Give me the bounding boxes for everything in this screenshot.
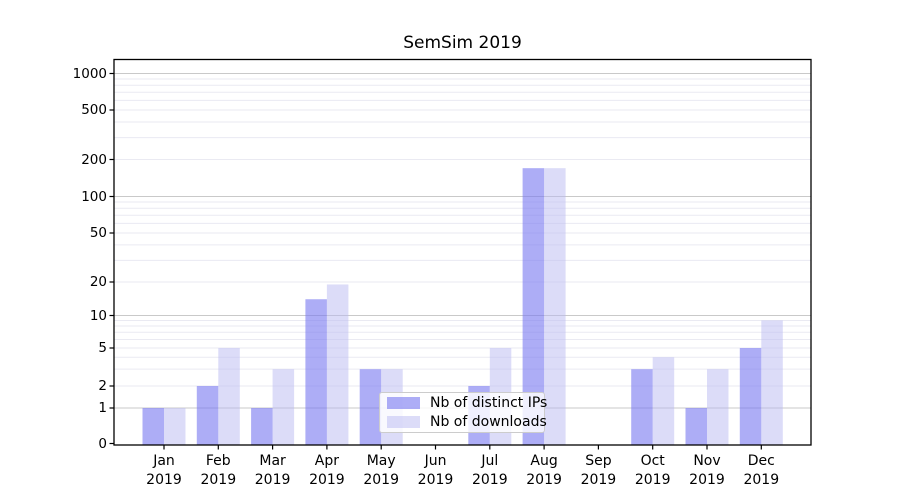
bar-nb-of-distinct-ips-aug-2019 bbox=[522, 168, 545, 445]
bar-nb-of-downloads-jan-2019 bbox=[164, 408, 186, 445]
y-tick-label-200: 200 bbox=[81, 151, 107, 168]
x-tick-label-sep-2019: Sep 2019 bbox=[580, 453, 617, 488]
bar-nb-of-downloads-nov-2019 bbox=[707, 369, 729, 445]
y-tick-label-0: 0 bbox=[98, 435, 107, 452]
x-tick-label-mar-2019: Mar 2019 bbox=[254, 453, 291, 488]
bar-nb-of-downloads-aug-2019 bbox=[544, 168, 566, 445]
legend-label-downloads: Nb of downloads bbox=[430, 413, 547, 430]
x-tick-label-jan-2019: Jan 2019 bbox=[146, 453, 182, 488]
bar-nb-of-distinct-ips-may-2019 bbox=[359, 369, 382, 445]
legend-item-downloads: Nb of downloads bbox=[387, 414, 547, 430]
x-tick-label-may-2019: May 2019 bbox=[363, 453, 399, 488]
legend-item-distinct-ips: Nb of distinct IPs bbox=[387, 395, 547, 411]
x-tick-label-jul-2019: Jul 2019 bbox=[471, 453, 508, 488]
x-tick-label-apr-2019: Apr 2019 bbox=[309, 453, 345, 488]
legend-label-distinct-ips: Nb of distinct IPs bbox=[430, 394, 548, 411]
bar-nb-of-distinct-ips-apr-2019 bbox=[305, 299, 327, 445]
x-tick-label-oct-2019: Oct 2019 bbox=[634, 453, 671, 488]
y-tick-label-50: 50 bbox=[89, 225, 107, 241]
bar-nb-of-distinct-ips-nov-2019 bbox=[685, 408, 707, 445]
y-tick-label-20: 20 bbox=[89, 274, 107, 290]
bar-nb-of-distinct-ips-oct-2019 bbox=[631, 369, 653, 445]
bar-nb-of-downloads-apr-2019 bbox=[326, 284, 349, 445]
y-tick-label-10: 10 bbox=[89, 307, 107, 324]
x-tick-label-aug-2019: Aug 2019 bbox=[526, 453, 562, 488]
x-tick-label-nov-2019: Nov 2019 bbox=[689, 453, 725, 488]
bar-nb-of-distinct-ips-mar-2019 bbox=[251, 408, 273, 445]
x-tick-label-dec-2019: Dec 2019 bbox=[743, 453, 780, 488]
bar-nb-of-downloads-dec-2019 bbox=[761, 320, 783, 445]
bar-nb-of-distinct-ips-feb-2019 bbox=[196, 386, 219, 445]
y-tick-label-1000: 1000 bbox=[72, 65, 107, 82]
chart-title: SemSim 2019 bbox=[403, 33, 522, 53]
y-tick-label-2: 2 bbox=[98, 378, 107, 394]
plot-border bbox=[113, 58, 812, 446]
bar-nb-of-distinct-ips-dec-2019 bbox=[739, 348, 762, 445]
legend-swatch-distinct-ips bbox=[387, 397, 420, 409]
bar-nb-of-distinct-ips-jan-2019 bbox=[142, 408, 164, 445]
x-tick-label-jun-2019: Jun 2019 bbox=[417, 453, 454, 488]
legend: Nb of distinct IPs Nb of downloads bbox=[379, 392, 547, 433]
legend-swatch-downloads bbox=[387, 416, 420, 428]
x-tick-label-feb-2019: Feb 2019 bbox=[200, 453, 237, 488]
y-tick-label-500: 500 bbox=[81, 102, 107, 118]
bar-nb-of-downloads-feb-2019 bbox=[218, 348, 240, 445]
y-tick-label-5: 5 bbox=[98, 340, 107, 356]
bar-nb-of-downloads-oct-2019 bbox=[652, 357, 675, 445]
y-tick-label-1: 1 bbox=[98, 400, 107, 416]
y-tick-label-100: 100 bbox=[81, 188, 107, 205]
bar-nb-of-downloads-mar-2019 bbox=[272, 369, 295, 445]
